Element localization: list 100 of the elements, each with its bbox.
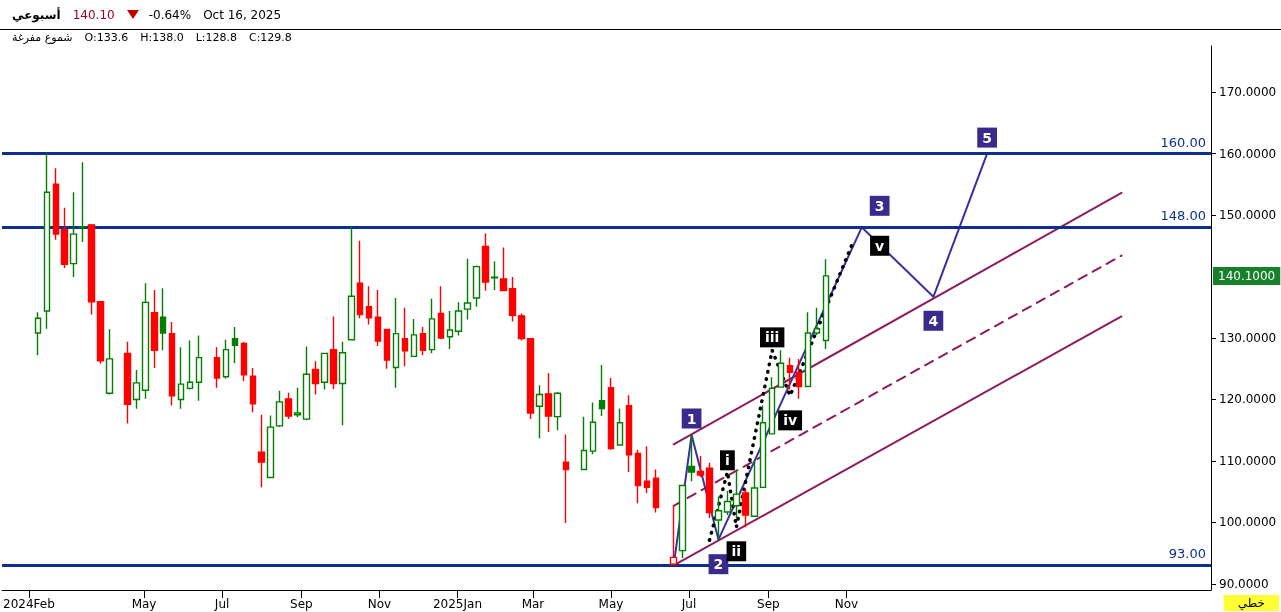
candlestick (410, 318, 418, 358)
y-tick-label: 150.0000 (1219, 208, 1277, 223)
text: 140.10 (72, 7, 115, 22)
candlestick (419, 326, 427, 356)
x-tick-label: 2024Feb (2, 597, 55, 611)
candlestick (392, 297, 400, 389)
candlestick (777, 349, 785, 388)
candlestick (275, 390, 284, 428)
candlestick (249, 367, 257, 414)
candlestick (544, 372, 553, 433)
candlestick (437, 285, 445, 340)
candlestick (231, 326, 239, 364)
annotation: ii (731, 543, 742, 560)
x-tick-label: May (131, 597, 157, 611)
candlestick (759, 404, 767, 489)
candlestick (741, 487, 750, 528)
candlestick (69, 191, 78, 278)
candlestick (714, 495, 723, 541)
x-tick-label: 2025Jan (432, 597, 482, 611)
text: O:133.6 (84, 30, 129, 44)
candlestick (105, 328, 114, 396)
candlestick (490, 260, 499, 291)
y-tick-label: 130.0000 (1219, 330, 1277, 345)
ref-line-label: 148.00 (1160, 208, 1206, 224)
candlestick (52, 167, 60, 241)
ref-line-label: 93.00 (1168, 546, 1206, 562)
candlestick (87, 224, 96, 316)
annotation: i (725, 452, 730, 469)
candlestick (768, 376, 776, 435)
candlestick (123, 340, 132, 425)
text: H:138.0 (140, 30, 184, 44)
candlestick (508, 276, 517, 323)
candlestick (428, 297, 436, 355)
text: خطي (1237, 596, 1265, 610)
candlestick (347, 226, 356, 341)
candlestick (43, 152, 51, 330)
candlestick (696, 455, 705, 478)
candlestick (374, 289, 382, 347)
candlestick (678, 484, 687, 559)
candlestick (463, 257, 472, 321)
ref-line-label: 160.00 (1160, 134, 1206, 150)
candlestick (302, 345, 311, 422)
candlestick (750, 459, 759, 517)
candlestick (222, 339, 230, 380)
candlestick (365, 285, 373, 326)
candlestick (141, 282, 150, 400)
candlestick (383, 328, 391, 370)
candlestick (625, 394, 633, 473)
text: L:128.8 (195, 30, 237, 44)
candlestick (356, 240, 364, 320)
candlestick (240, 340, 248, 382)
x-tick-label: Nov (367, 597, 392, 611)
candlestick (499, 246, 508, 292)
candlestick (607, 377, 615, 451)
candlestick (598, 364, 606, 417)
annotation: iii (764, 329, 780, 346)
candlestick (813, 307, 821, 336)
candlestick (311, 360, 320, 396)
candlestick (669, 504, 678, 567)
candlestick (320, 352, 329, 391)
annotation: 1 (686, 410, 697, 427)
candlestick (786, 356, 794, 391)
candlestick (293, 387, 302, 418)
candlestick (732, 469, 741, 519)
y-tick-label: 100.0000 (1219, 515, 1277, 530)
candlestick (454, 301, 463, 337)
candlestick (589, 401, 597, 455)
candlestick (177, 346, 185, 410)
candlestick (213, 346, 221, 389)
candlestick (186, 339, 194, 391)
candlestick (284, 391, 293, 420)
annotation: 4 (928, 312, 939, 329)
candlestick (195, 334, 203, 402)
candlestick (481, 232, 490, 292)
text: 140.1000 (1218, 268, 1276, 283)
candlestick (446, 310, 454, 350)
candlestick (705, 462, 714, 519)
candlestick (401, 307, 409, 367)
candlestick (804, 311, 812, 388)
candlestick (616, 407, 624, 446)
candlestick (526, 337, 535, 420)
x-tick-label: Jul (213, 597, 230, 611)
chart-title: أسبوعي (12, 7, 61, 22)
candlestick (562, 433, 570, 524)
annotation: 5 (982, 129, 992, 146)
candlestick (472, 264, 481, 308)
candlestick (643, 445, 651, 494)
text: Oct 16, 2025 (203, 7, 282, 22)
candlestick (535, 384, 544, 439)
y-tick-label: 90.0000 (1219, 576, 1269, 591)
candlestick (517, 312, 526, 342)
candlestick (150, 289, 159, 369)
candlestick (78, 161, 87, 243)
x-tick-label: May (598, 597, 624, 611)
x-tick-label: Mar (521, 597, 545, 611)
candlestick (822, 258, 830, 350)
candlestick (723, 490, 732, 516)
annotation: 3 (874, 197, 885, 214)
y-tick-label: 110.0000 (1219, 453, 1277, 468)
candlestick (795, 358, 803, 400)
